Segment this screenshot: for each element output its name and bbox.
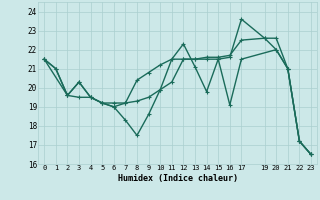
X-axis label: Humidex (Indice chaleur): Humidex (Indice chaleur) (118, 174, 238, 183)
